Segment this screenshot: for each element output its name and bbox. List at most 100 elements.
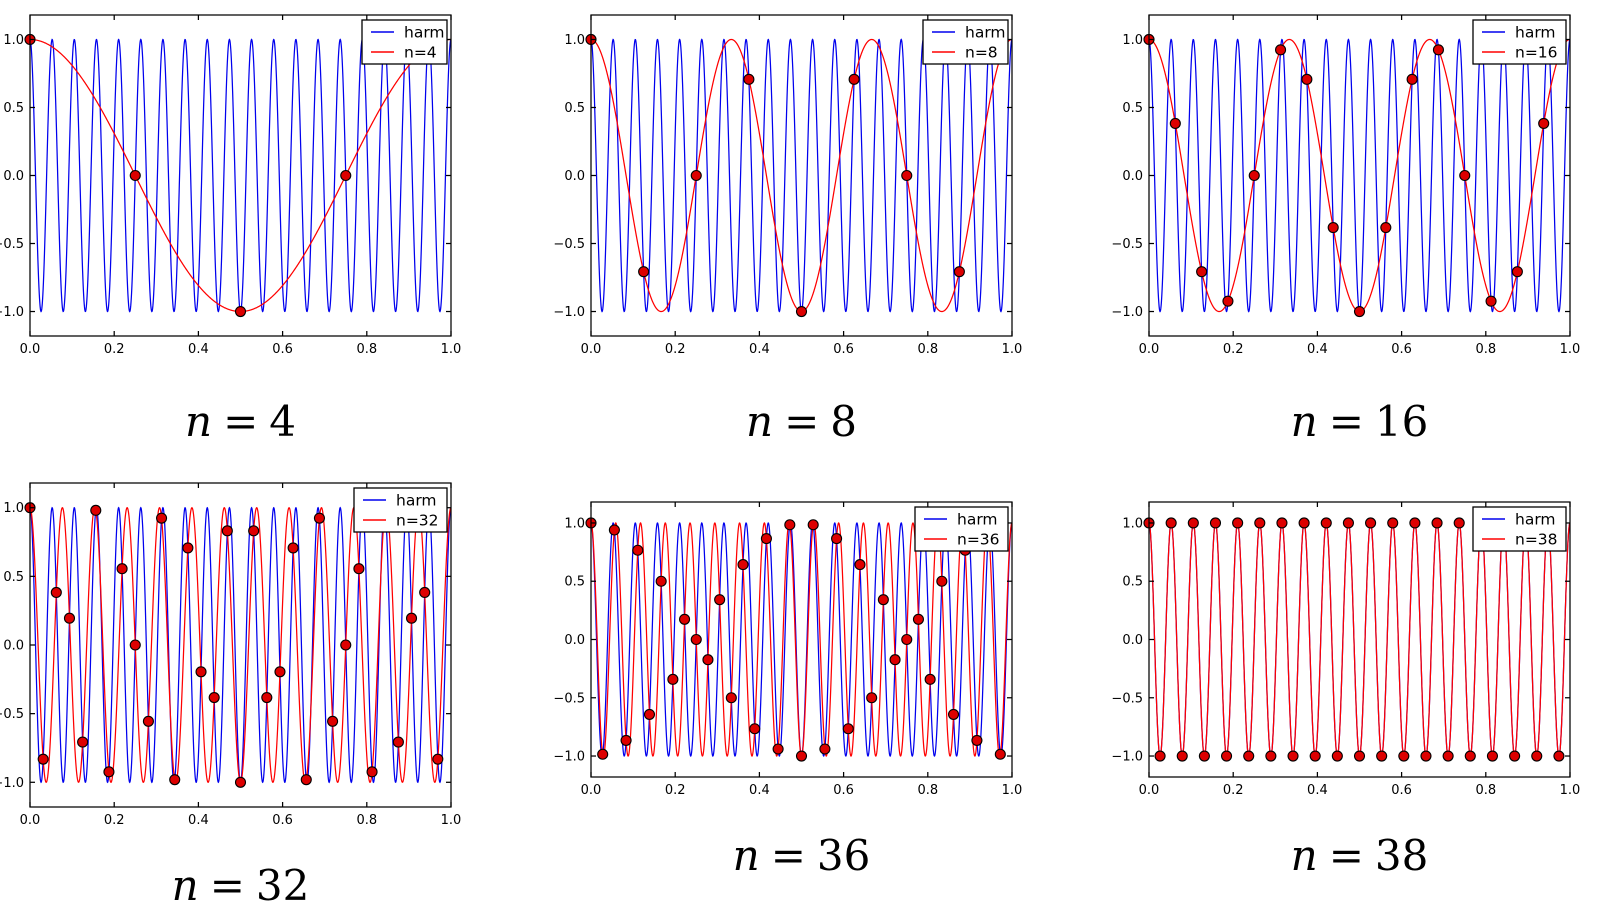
legend: harm n=16 [1472, 19, 1567, 65]
sample-marker [1243, 750, 1255, 762]
legend: harm n=32 [353, 487, 448, 533]
sample-marker [287, 542, 299, 554]
sample-marker [195, 666, 207, 678]
y-tick-label: 0.0 [1122, 169, 1143, 184]
sample-marker [313, 512, 325, 524]
y-tick-label: 0.5 [564, 101, 585, 116]
sample-marker [1409, 517, 1421, 529]
x-tick-label: 1.0 [1002, 783, 1023, 798]
x-tick-label: 0.4 [749, 783, 770, 798]
sample-marker [129, 639, 141, 651]
sample-marker [936, 575, 948, 587]
sample-marker [1406, 73, 1418, 85]
y-tick-label: −0.5 [0, 237, 24, 252]
x-tick-label: 0.6 [272, 342, 293, 357]
legend-entry-label: harm [396, 492, 437, 510]
sample-marker [142, 715, 154, 727]
sample-marker [1509, 750, 1521, 762]
x-tick-label: 0.4 [188, 342, 209, 357]
sample-marker [1187, 517, 1199, 529]
y-tick-label: −0.5 [553, 691, 585, 706]
sample-marker [1301, 73, 1313, 85]
sample-marker [156, 512, 168, 524]
sample-marker [772, 743, 784, 755]
legend-box [353, 487, 448, 533]
caption-variable: n [1290, 397, 1318, 446]
sample-marker [1169, 117, 1181, 129]
subplot-n32: 0.0 0.2 0.4 0.6 0.8 1.0 1.0 0.5 0.0 −0.5 −1.0 harm n… [0, 482, 461, 828]
y-tick-label: −1.0 [553, 305, 585, 320]
x-tick-label: 0.6 [1391, 783, 1412, 798]
sample-marker [1327, 222, 1339, 234]
legend-entry-label: harm [957, 511, 998, 529]
caption-equals: = [1328, 831, 1364, 880]
sample-marker [831, 533, 843, 545]
sample-marker [714, 594, 726, 606]
y-tick-label: 0.0 [564, 169, 585, 184]
sample-marker [1265, 750, 1277, 762]
sample-marker [405, 612, 418, 624]
sample-marker [90, 504, 102, 516]
sample-marker [638, 266, 650, 278]
x-tick-label: 1.0 [1560, 783, 1581, 798]
sample-marker [353, 563, 365, 575]
sample-marker [1442, 750, 1454, 762]
x-tick-label: 0.8 [356, 813, 377, 828]
caption-equals: = [209, 861, 245, 910]
sample-marker [854, 559, 866, 571]
x-tick-label: 0.6 [833, 783, 854, 798]
x-tick-label: 0.8 [1475, 783, 1496, 798]
y-tick-label: 0.0 [3, 169, 24, 184]
sample-marker [1298, 517, 1310, 529]
sample-marker [1553, 750, 1565, 762]
sample-marker [1196, 266, 1208, 278]
sample-marker [1276, 517, 1288, 529]
y-tick-label: −1.0 [553, 750, 585, 765]
legend: harm n=8 [922, 19, 1009, 65]
sample-marker [1459, 169, 1471, 182]
sample-marker [234, 776, 247, 788]
sample-marker [1453, 517, 1465, 529]
y-tick-label: 0.5 [3, 101, 24, 116]
sample-marker [655, 575, 667, 587]
y-tick-label: 1.0 [3, 33, 24, 48]
x-tick-label: 0.8 [917, 783, 938, 798]
caption-n-38: n = 38 [1190, 831, 1530, 880]
y-tick-label: −1.0 [0, 305, 24, 320]
y-tick-label: −0.5 [1111, 237, 1143, 252]
caption-value: 16 [1374, 397, 1429, 446]
sample-marker [667, 673, 679, 685]
legend-entry-label: n=32 [396, 512, 439, 530]
y-tick-label: 0.0 [564, 633, 585, 648]
y-tick-label: 0.5 [3, 570, 24, 585]
caption-value: 8 [830, 397, 857, 446]
x-tick-label: 1.0 [441, 342, 462, 357]
y-tick-label: 0.0 [1122, 633, 1143, 648]
legend-entry-label: harm [1515, 511, 1556, 529]
caption-variable: n [732, 831, 760, 880]
sample-marker [63, 612, 76, 624]
sample-marker [924, 673, 936, 685]
x-tick-label: 0.4 [1307, 342, 1328, 357]
caption-variable: n [171, 861, 199, 910]
x-tick-label: 0.2 [104, 813, 125, 828]
y-tick-label: 1.0 [564, 516, 585, 531]
x-tick-label: 0.2 [1223, 783, 1244, 798]
y-tick-label: −0.5 [553, 237, 585, 252]
sample-marker [1342, 517, 1354, 529]
sample-marker [901, 633, 913, 646]
legend: harm n=4 [361, 19, 448, 65]
caption-value: 4 [269, 397, 296, 446]
legend-box [1472, 506, 1567, 552]
sample-marker [889, 654, 901, 666]
curve-n=38 [1148, 522, 1571, 758]
y-tick-label: 0.5 [1122, 575, 1143, 590]
sample-marker [1165, 517, 1177, 529]
sample-marker [866, 692, 878, 704]
legend-box [1472, 19, 1567, 65]
y-tick-label: −1.0 [1111, 305, 1143, 320]
curve-harm [590, 522, 1013, 758]
caption-value: 36 [816, 831, 871, 880]
caption-value: 38 [1374, 831, 1429, 880]
